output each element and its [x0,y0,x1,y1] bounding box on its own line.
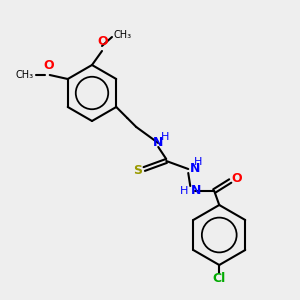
Text: H: H [161,132,170,142]
Text: O: O [231,172,242,185]
Text: H: H [194,157,202,167]
Text: CH₃: CH₃ [16,70,34,80]
Text: N: N [191,184,202,197]
Text: N: N [190,161,201,175]
Text: O: O [98,35,108,48]
Text: N: N [153,136,164,149]
Text: H: H [180,186,188,196]
Text: O: O [44,59,54,72]
Text: CH₃: CH₃ [114,30,132,40]
Text: S: S [133,164,142,176]
Text: Cl: Cl [213,272,226,286]
